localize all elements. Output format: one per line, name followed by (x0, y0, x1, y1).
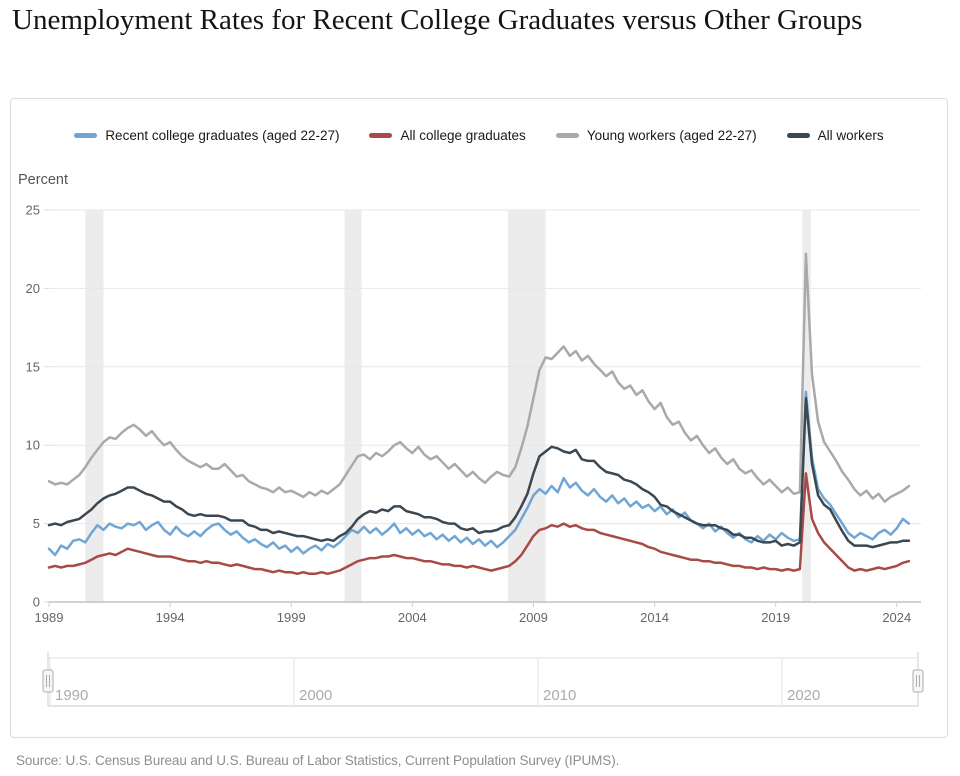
recession-band (85, 210, 104, 602)
navigator-handle-right[interactable] (912, 669, 924, 693)
legend-marker-icon (369, 133, 393, 138)
y-tick-label: 25 (26, 203, 40, 218)
navigator-track[interactable] (48, 658, 918, 706)
y-axis-title: Percent (18, 172, 68, 188)
legend-item-all-workers[interactable]: All workers (786, 128, 884, 143)
x-tick-label: 2019 (761, 610, 790, 625)
y-tick-label: 15 (26, 359, 40, 374)
series-line-all-workers[interactable] (47, 396, 911, 549)
series-line-all-college-graduates[interactable] (47, 472, 911, 576)
navigator-handle-left[interactable] (42, 669, 54, 693)
source-note: Source: U.S. Census Bureau and U.S. Bure… (16, 753, 620, 768)
x-tick-label: 2004 (398, 610, 427, 625)
legend-label: All college graduates (400, 128, 526, 143)
x-tick-label: 2009 (519, 610, 548, 625)
page-title: Unemployment Rates for Recent College Gr… (12, 4, 863, 36)
legend-item-young-workers-aged-22-27[interactable]: Young workers (aged 22-27) (555, 128, 757, 143)
x-tick-label: 2014 (640, 610, 669, 625)
legend-item-all-college-graduates[interactable]: All college graduates (369, 128, 526, 143)
y-tick-label: 10 (26, 438, 40, 453)
series-line-young-workers-aged-22-27[interactable] (47, 252, 911, 503)
legend-marker-icon (555, 133, 579, 138)
y-tick-label: 5 (33, 516, 40, 531)
legend-marker-icon (786, 133, 810, 138)
x-tick-label: 1989 (35, 610, 64, 625)
series-line-recent-college-graduates-aged-22-27[interactable] (47, 390, 911, 557)
navigator-label: 1990 (55, 687, 88, 704)
legend-marker-icon (74, 133, 98, 138)
recession-band (508, 210, 546, 602)
legend-label: Young workers (aged 22-27) (586, 128, 757, 143)
legend-label: All workers (817, 128, 884, 143)
x-tick-label: 1999 (277, 610, 306, 625)
recession-band (344, 210, 362, 602)
x-tick-label: 1994 (156, 610, 185, 625)
y-tick-label: 20 (26, 281, 40, 296)
legend-label: Recent college graduates (aged 22-27) (105, 128, 340, 143)
navigator-label: 2010 (543, 687, 576, 704)
legend-item-recent-college-graduates-aged-22-27[interactable]: Recent college graduates (aged 22-27) (74, 128, 339, 143)
y-tick-label: 0 (33, 595, 40, 610)
navigator-label: 2000 (299, 687, 332, 704)
chart-legend: Recent college graduates (aged 22-27) All… (10, 128, 948, 143)
chart-panel (10, 98, 948, 738)
navigator-label: 2020 (787, 687, 820, 704)
x-tick-label: 2024 (882, 610, 911, 625)
